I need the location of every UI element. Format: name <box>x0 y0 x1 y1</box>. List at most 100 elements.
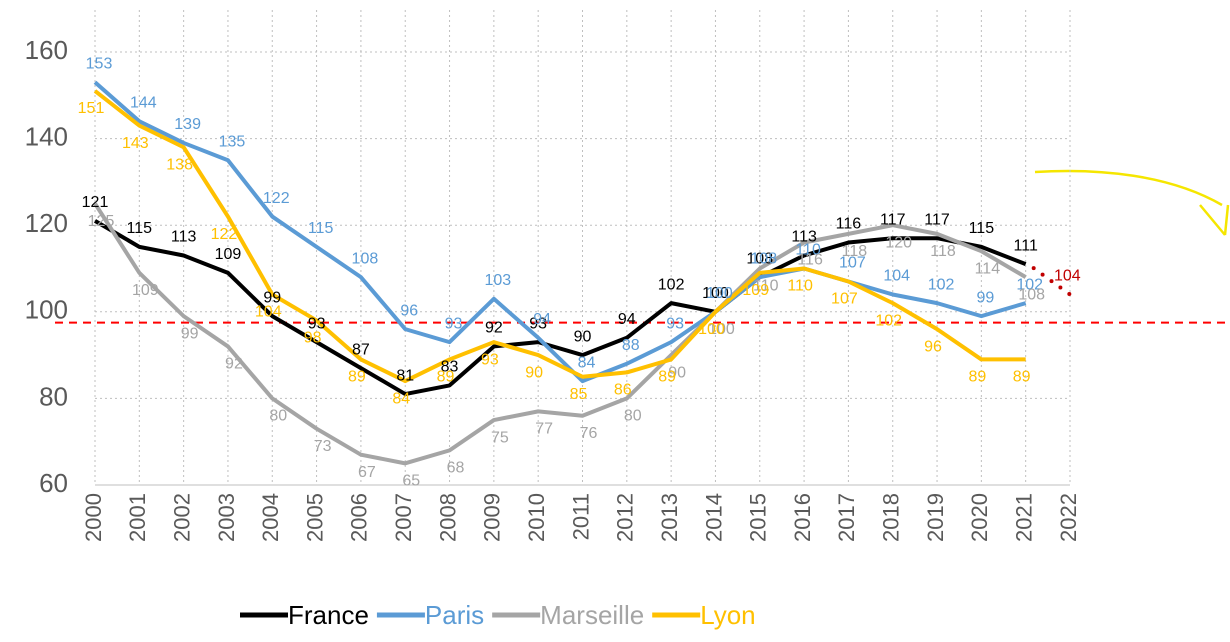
data-label: 135 <box>219 133 246 150</box>
data-label: 118 <box>842 243 868 260</box>
data-label: 100 <box>702 285 729 302</box>
data-label: 121 <box>82 194 109 211</box>
data-label: 138 <box>166 156 193 173</box>
data-label: 87 <box>352 341 370 358</box>
legend-label: Lyon <box>700 600 755 630</box>
y-tick-label: 60 <box>39 468 68 498</box>
data-label: 115 <box>969 220 995 237</box>
data-label: 143 <box>122 135 149 152</box>
data-label: 89 <box>437 369 455 386</box>
data-label: 104 <box>883 268 910 285</box>
y-tick-label: 80 <box>39 381 68 411</box>
data-label: 144 <box>130 94 157 111</box>
data-label: 92 <box>225 356 243 373</box>
series-line <box>93 219 1027 397</box>
data-label: 88 <box>622 337 640 354</box>
data-label: 104 <box>255 304 282 321</box>
data-label: 151 <box>78 100 105 117</box>
data-label: 108 <box>1018 286 1045 303</box>
data-label: 94 <box>618 311 636 328</box>
legend-label: France <box>288 600 369 630</box>
data-label: 108 <box>750 250 777 267</box>
data-label: 102 <box>658 276 685 293</box>
data-label: 65 <box>402 473 420 490</box>
data-label: 102 <box>928 276 955 293</box>
data-label: 77 <box>535 421 553 438</box>
data-label: 93 <box>445 315 463 332</box>
data-label: 67 <box>358 464 376 481</box>
data-label: 116 <box>797 252 823 269</box>
data-label: 102 <box>1016 276 1043 293</box>
data-label: 89 <box>1013 369 1031 386</box>
data-label: 80 <box>624 408 642 425</box>
data-label: 113 <box>791 229 817 246</box>
y-tick-label: 140 <box>25 121 68 151</box>
data-label: 76 <box>580 425 598 442</box>
x-tick-label: 2010 <box>524 493 549 542</box>
series-line <box>93 202 1027 466</box>
data-label: 115 <box>308 220 334 237</box>
data-label: 89 <box>348 369 366 386</box>
hand-arrow <box>1034 169 1223 207</box>
data-label: 114 <box>975 260 1001 277</box>
data-label: 139 <box>174 116 201 133</box>
x-tick-label: 2013 <box>657 493 682 542</box>
data-label: 109 <box>215 246 242 263</box>
data-label: 80 <box>269 408 287 425</box>
data-label: 93 <box>529 315 547 332</box>
data-label: 89 <box>968 369 986 386</box>
data-label: 90 <box>525 364 543 381</box>
hand-arrow-head <box>1199 204 1230 236</box>
data-label: 107 <box>831 291 858 308</box>
data-label: 107 <box>839 255 866 272</box>
x-tick-label: 2014 <box>701 493 726 542</box>
data-label: 115 <box>127 220 153 237</box>
data-label: 89 <box>658 369 676 386</box>
data-label: 113 <box>171 229 197 246</box>
data-label: 90 <box>574 328 592 345</box>
data-label: 93 <box>308 315 326 332</box>
data-label: 99 <box>976 289 994 306</box>
legend-label: Marseille <box>540 600 644 630</box>
y-tick-label: 100 <box>25 295 68 325</box>
x-tick-label: 2011 <box>568 493 593 540</box>
x-tick-label: 2007 <box>391 493 416 542</box>
data-label: 92 <box>485 320 503 337</box>
y-tick-label: 160 <box>25 35 68 65</box>
x-tick-label: 2022 <box>1056 493 1081 542</box>
data-label: 84 <box>392 390 410 407</box>
data-label: 109 <box>742 282 769 299</box>
legend-label: Paris <box>425 600 484 630</box>
data-label: 75 <box>491 429 509 446</box>
projection-line <box>1031 266 1072 297</box>
data-label: 90 <box>668 364 686 381</box>
data-label: 96 <box>924 338 942 355</box>
x-tick-label: 2005 <box>302 493 327 542</box>
data-label: 108 <box>746 250 773 267</box>
data-label: 120 <box>885 234 912 251</box>
data-label: 93 <box>481 351 499 368</box>
data-label: 99 <box>263 289 281 306</box>
data-label: 100 <box>706 285 733 302</box>
data-label: 84 <box>578 354 596 371</box>
x-tick-label: 2021 <box>1011 493 1036 542</box>
data-label: 94 <box>533 311 551 328</box>
x-tick-label: 2018 <box>879 493 904 542</box>
data-label: 86 <box>614 382 632 399</box>
x-tick-label: 2008 <box>435 493 460 542</box>
data-label: 68 <box>447 460 465 477</box>
data-label: 96 <box>400 302 418 319</box>
data-label: 109 <box>132 282 159 299</box>
data-label: 122 <box>263 190 290 207</box>
data-label: 83 <box>441 359 459 376</box>
data-label: 117 <box>924 211 950 228</box>
x-tick-label: 2000 <box>81 493 106 542</box>
data-label: 102 <box>875 312 902 329</box>
data-label: 153 <box>86 56 113 73</box>
data-label: 111 <box>1014 237 1038 254</box>
data-label: 108 <box>352 250 379 267</box>
x-tick-label: 2012 <box>613 493 638 542</box>
data-label: 81 <box>396 367 414 384</box>
x-tick-label: 2019 <box>923 493 948 542</box>
